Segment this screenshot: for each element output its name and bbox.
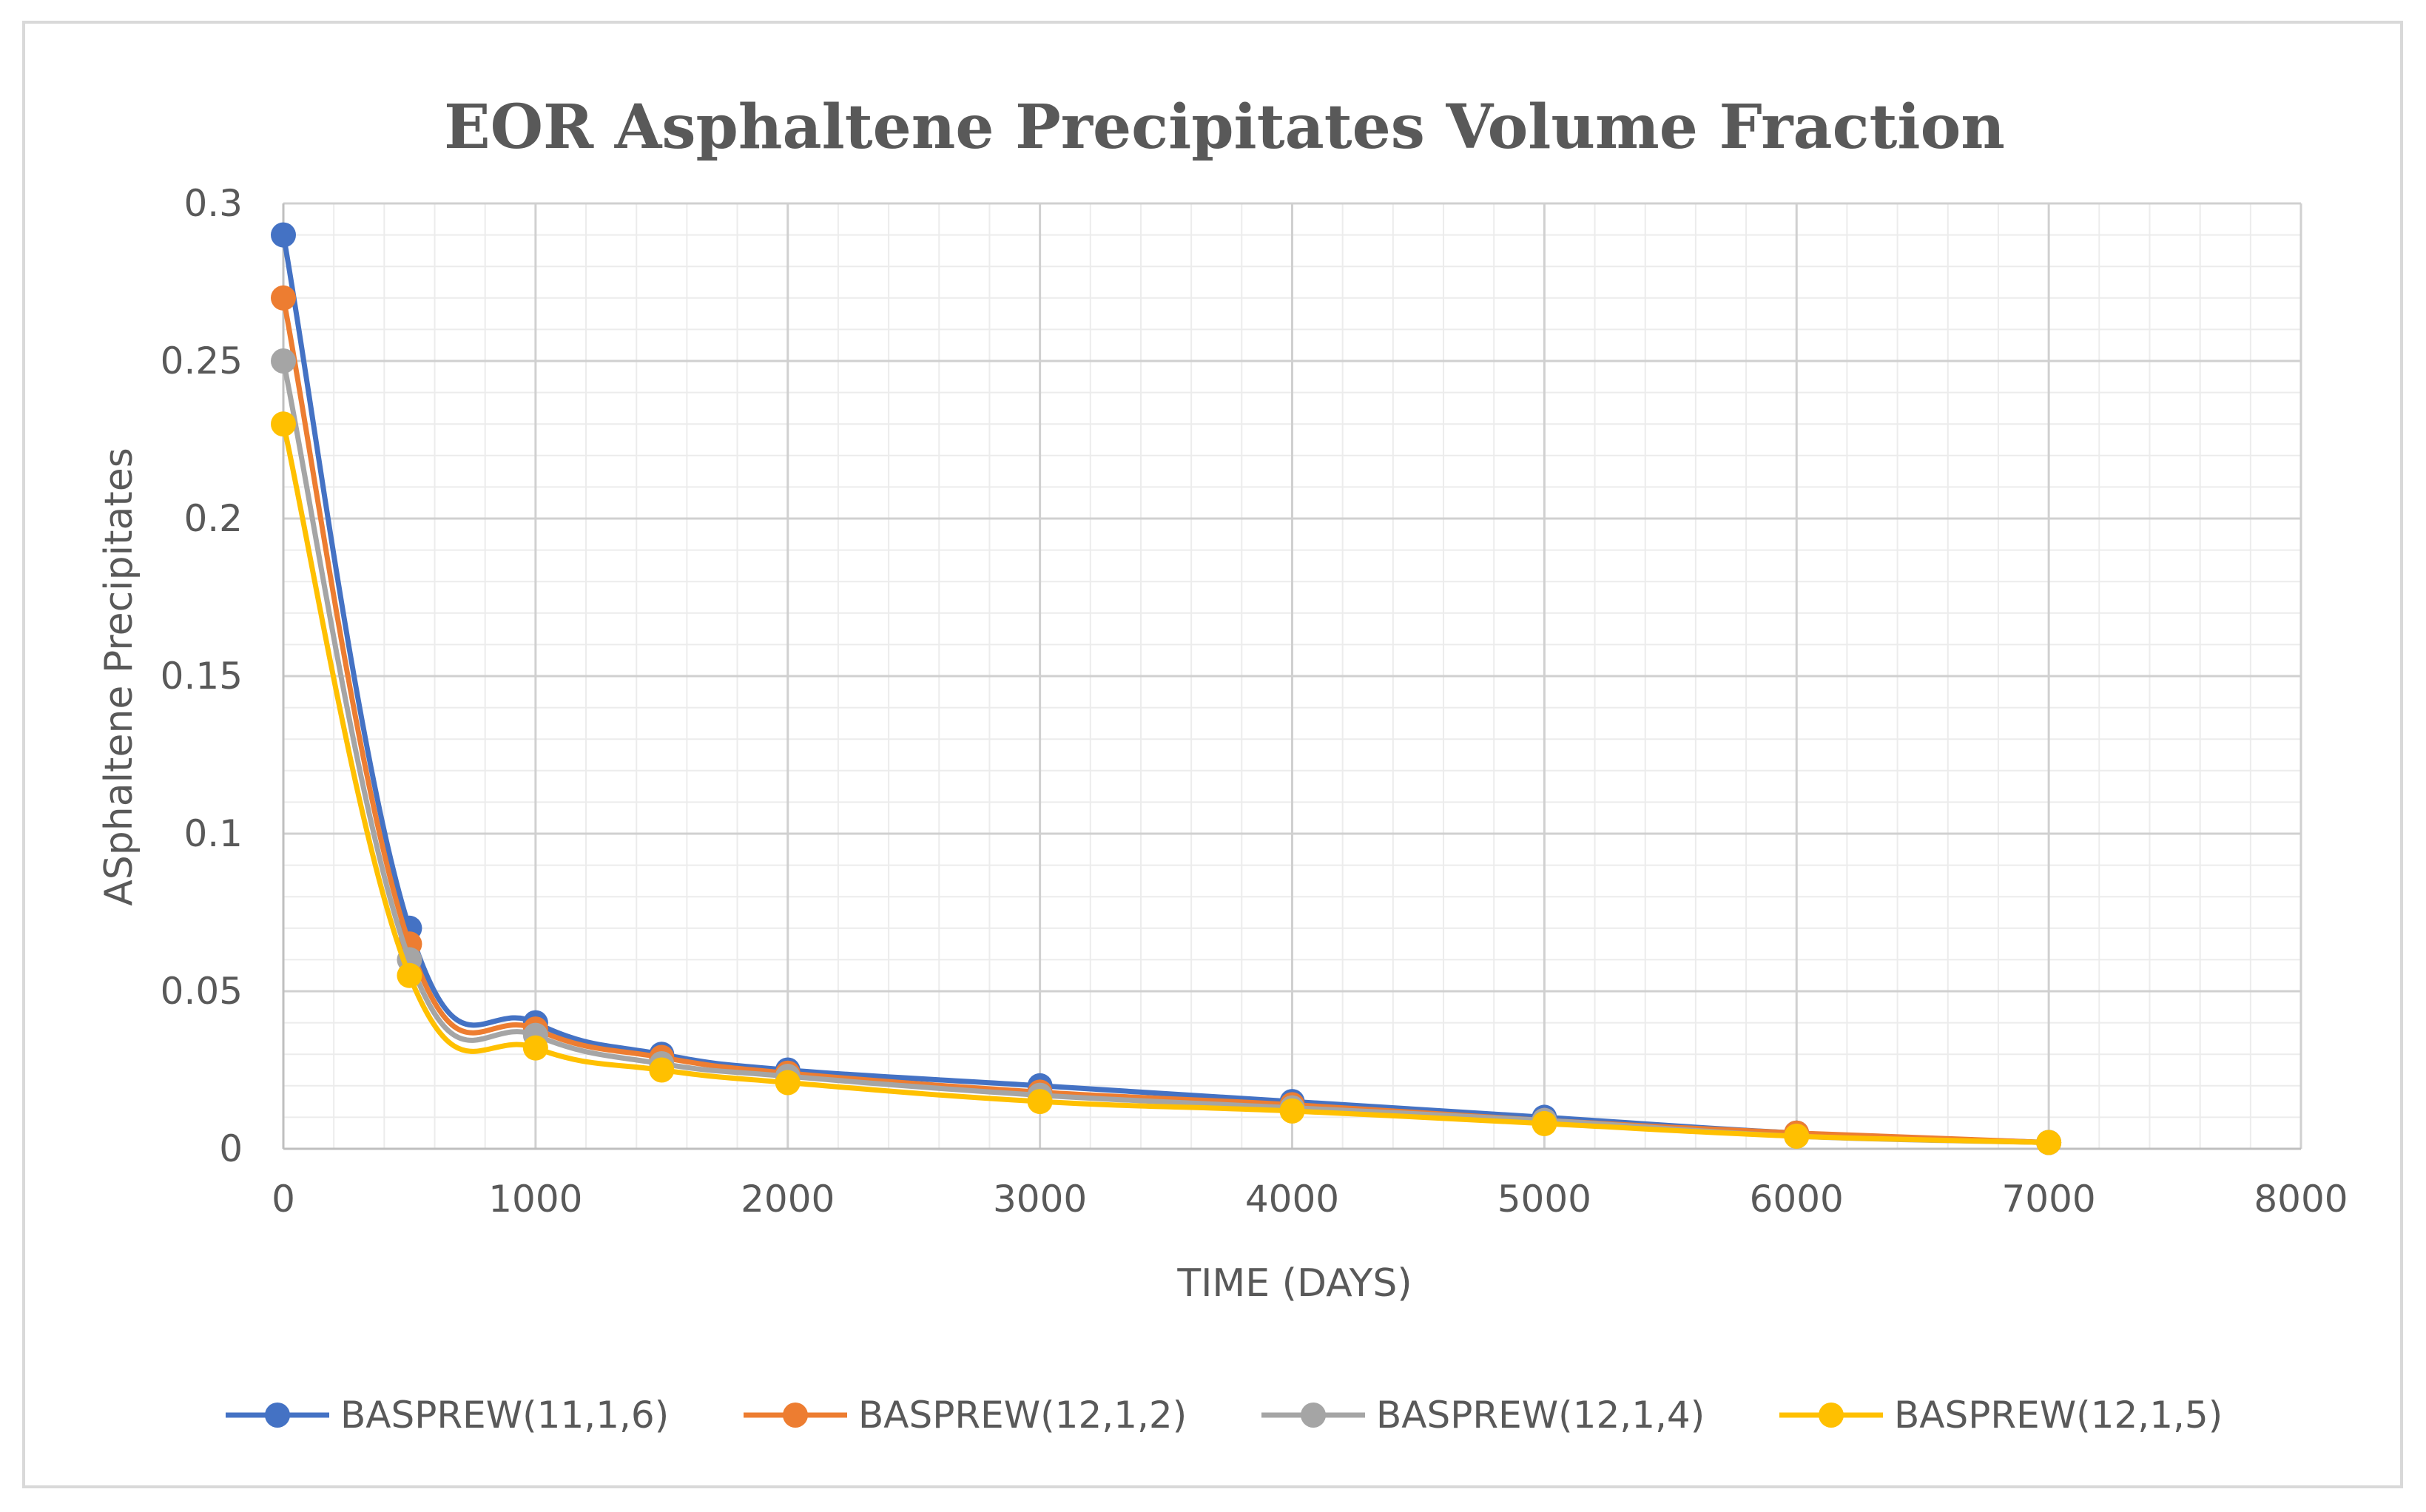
- legend-marker: [783, 1403, 808, 1428]
- legend: BASPREW(11,1,6) BASPREW(12,1,2) BASPREW(12…: [226, 1394, 2223, 1437]
- x-tick-label: 2000: [741, 1178, 835, 1221]
- data-point: [649, 1057, 675, 1083]
- legend-marker: [1819, 1403, 1844, 1428]
- y-axis-title: ASphaltene Precipitates: [97, 448, 141, 906]
- series-line: [280, 360, 2049, 1145]
- chart-title: EOR Asphaltene Precipitates Volume Fract…: [444, 92, 2005, 163]
- y-tick-label: 0.1: [183, 812, 243, 855]
- series-1: [271, 222, 2062, 1155]
- tick-labels: 0 1000 2000 3000 4000 5000 6000 7000 8000 0 0.05 0.…: [161, 182, 2348, 1221]
- y-tick-label: 0.15: [161, 655, 243, 698]
- legend-item: BASPREW(12,1,5): [1779, 1394, 2223, 1437]
- data-point: [271, 348, 296, 374]
- series-layer: [271, 222, 2062, 1155]
- x-tick-label: 5000: [1497, 1178, 1591, 1221]
- y-tick-label: 0.25: [161, 340, 243, 382]
- y-tick-label: 0.05: [161, 970, 243, 1013]
- x-tick-label: 6000: [1750, 1178, 1844, 1221]
- legend-marker: [1301, 1403, 1326, 1428]
- data-point: [1532, 1110, 1557, 1136]
- chart-frame: [22, 21, 2403, 1488]
- legend-item: BASPREW(11,1,6): [226, 1394, 669, 1437]
- data-point: [271, 285, 296, 311]
- data-point: [397, 962, 422, 988]
- legend-label: BASPREW(12,1,4): [1376, 1394, 1705, 1437]
- y-tick-label: 0.2: [183, 497, 243, 540]
- data-point: [775, 1070, 801, 1096]
- legend-marker: [265, 1403, 290, 1428]
- x-axis-title: TIME (DAYS): [1176, 1261, 1412, 1306]
- series-line: [280, 234, 2049, 1145]
- x-tick-label: 3000: [993, 1178, 1087, 1221]
- series-4: [271, 411, 2062, 1155]
- x-tick-label: 4000: [1245, 1178, 1339, 1221]
- series-3: [271, 348, 2062, 1155]
- legend-label: BASPREW(11,1,6): [340, 1394, 669, 1437]
- x-tick-label: 7000: [2002, 1178, 2096, 1221]
- x-tick-label: 8000: [2254, 1178, 2348, 1221]
- legend-label: BASPREW(12,1,2): [858, 1394, 1187, 1437]
- y-tick-label: 0: [219, 1127, 243, 1170]
- x-tick-label: 0: [272, 1178, 295, 1221]
- y-tick-label: 0.3: [183, 182, 243, 225]
- legend-item: BASPREW(12,1,4): [1261, 1394, 1705, 1437]
- data-point: [522, 1035, 548, 1061]
- legend-label: BASPREW(12,1,5): [1894, 1394, 2223, 1437]
- x-tick-label: 1000: [488, 1178, 582, 1221]
- legend-item: BASPREW(12,1,2): [744, 1394, 1187, 1437]
- data-point: [2036, 1130, 2062, 1155]
- data-point: [271, 411, 296, 437]
- data-point: [1027, 1089, 1053, 1115]
- data-point: [1279, 1098, 1305, 1124]
- data-point: [271, 222, 296, 248]
- data-point: [1784, 1123, 1810, 1149]
